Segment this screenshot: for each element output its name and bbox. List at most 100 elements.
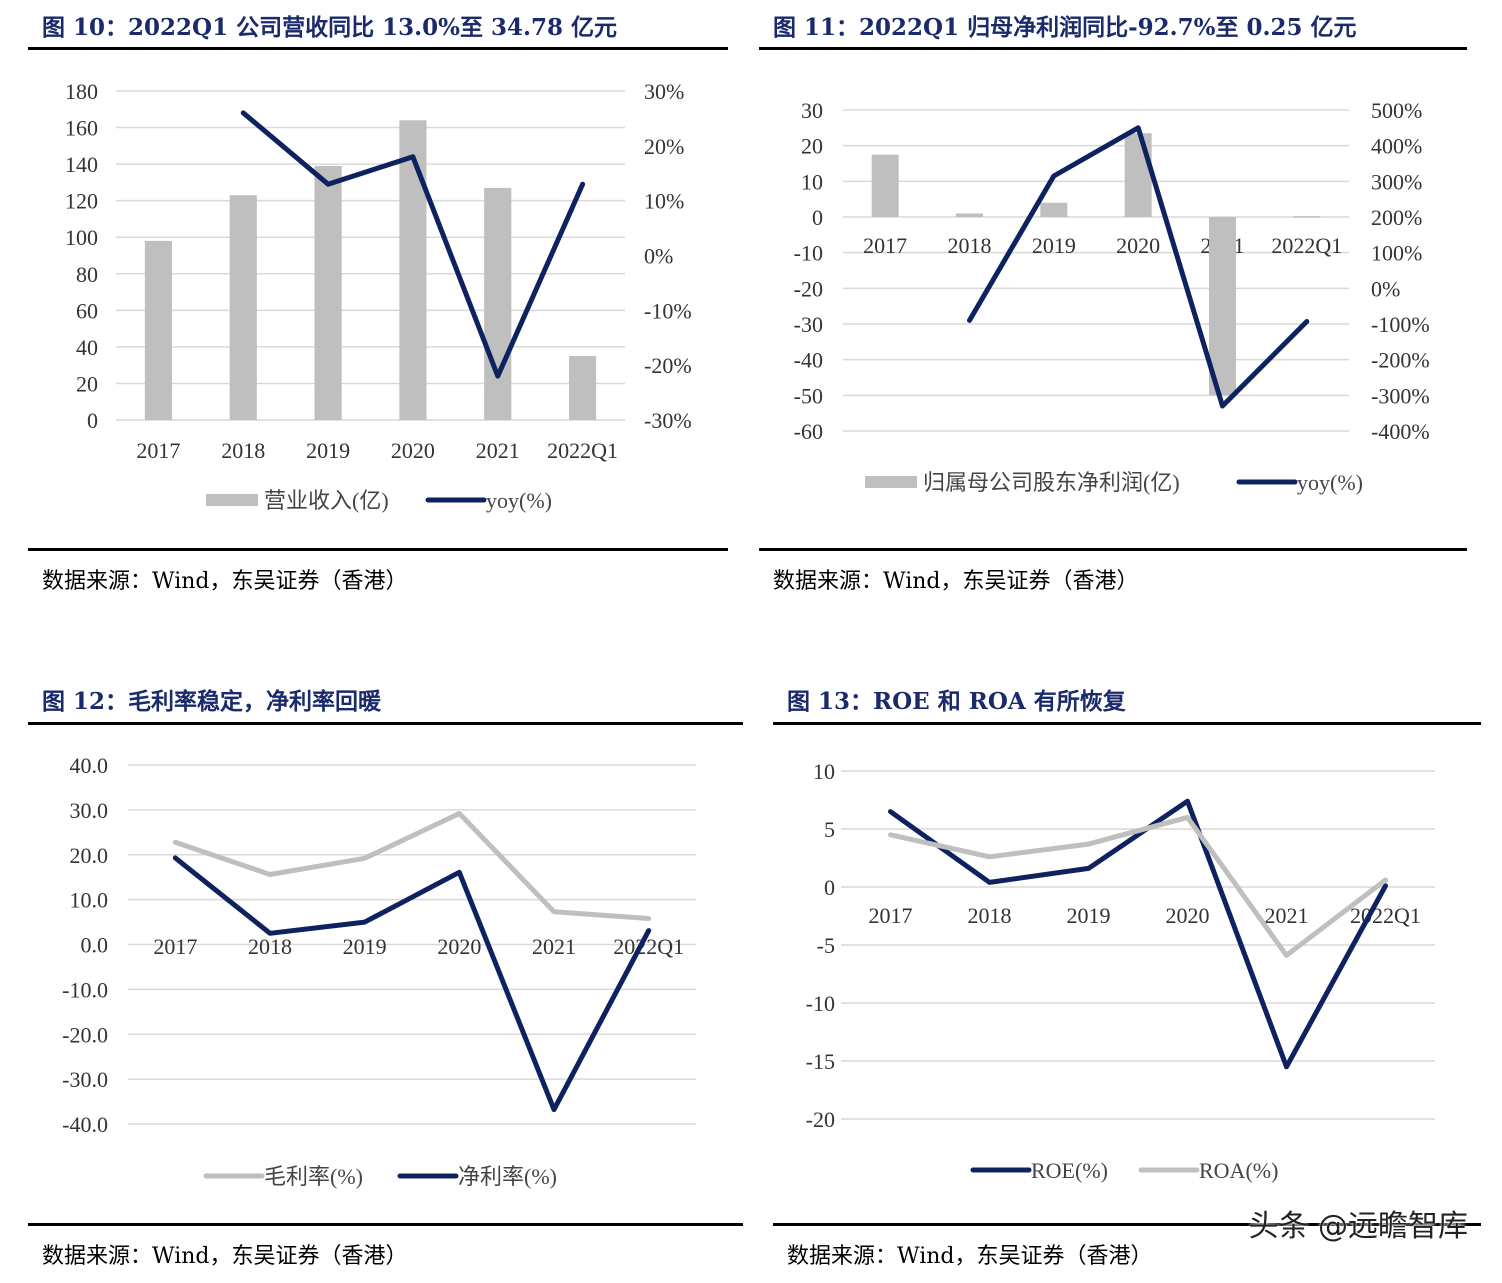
title-rule: [28, 722, 743, 725]
series-line: [967, 125, 1310, 409]
y2-tick-label: -10%: [644, 298, 692, 323]
bar: [956, 213, 983, 217]
y-tick-label: 40.0: [70, 753, 109, 778]
x-tick-label: 2017: [869, 903, 913, 928]
source-text: 数据来源：Wind，东吴证券（香港）: [773, 569, 1139, 594]
y2-tick-label: 30%: [644, 79, 684, 104]
x-tick-label: 2017: [136, 438, 180, 463]
legend-label: 净利率(%): [458, 1164, 557, 1189]
y2-tick-label: 10%: [644, 189, 684, 214]
y-tick-label: -20: [794, 276, 823, 301]
legend-label: 毛利率(%): [264, 1164, 363, 1189]
y2-tick-label: 20%: [644, 134, 684, 159]
y-tick-label: -30: [794, 312, 823, 337]
x-tick-label: 2017: [863, 233, 907, 258]
x-tick-label: 2022Q1: [1271, 233, 1342, 258]
y-tick-label: 30: [801, 98, 823, 123]
y-tick-label: -40.0: [62, 1112, 108, 1137]
chart-title: 图 12：毛利率稳定，净利率回暖: [42, 688, 382, 715]
y-tick-label: 20.0: [70, 843, 109, 868]
bar: [399, 120, 427, 420]
x-tick-label: 2018: [948, 233, 992, 258]
y-tick-label: 10: [801, 169, 823, 194]
x-tick-label: 2019: [343, 934, 387, 959]
bar: [1209, 217, 1236, 396]
y-tick-label: -20.0: [62, 1022, 108, 1047]
y-tick-label: -20: [806, 1107, 835, 1132]
title-rule: [28, 47, 728, 50]
x-tick-label: 2022Q1: [547, 438, 618, 463]
x-tick-label: 2020: [1116, 233, 1160, 258]
title-rule: [773, 722, 1481, 725]
bar: [144, 240, 172, 420]
y2-tick-label: 500%: [1371, 98, 1422, 123]
chart-11-svg: -60 -50 -40 -30 -20 -10 0 10 20 30 -400% -300% -200%…: [794, 98, 1430, 495]
x-tick-label: 2019: [1032, 233, 1076, 258]
y2-tick-label: 100%: [1371, 241, 1422, 266]
legend-swatch: [206, 494, 258, 506]
legend-label: 归属母公司股东净利润(亿): [923, 470, 1180, 495]
x-tick-label: 2020: [391, 438, 435, 463]
x-tick-label: 2019: [1067, 903, 1111, 928]
chart-13-svg: -20 -15 -10 -5 0 5 10 2017 2018 2019 2020 2021 2022Q…: [806, 759, 1435, 1183]
chart-panel-13: 图 13：ROE 和 ROA 有所恢复 -20 -15 -10 -5 0 5 10 2017 2…: [773, 672, 1481, 1282]
bar: [569, 356, 597, 420]
series-line: [172, 855, 652, 1113]
y-tick-label: -50: [794, 383, 823, 408]
x-tick-label: 2019: [306, 438, 350, 463]
y-tick-label: 180: [65, 79, 98, 104]
chart-title: 图 11：2022Q1 归母净利润同比-92.7%至 0.25 亿元: [773, 14, 1357, 41]
source-rule: [28, 1223, 743, 1226]
x-tick-label: 2017: [153, 934, 197, 959]
x-tick-label: 2020: [437, 934, 481, 959]
y-tick-label: 60: [76, 298, 98, 323]
x-tick-label: 2021: [1265, 903, 1309, 928]
x-tick-label: 2022Q1: [1350, 903, 1421, 928]
chart-title: 图 10：2022Q1 公司营收同比 13.0%至 34.78 亿元: [42, 14, 617, 41]
y-tick-label: 40: [76, 335, 98, 360]
y-tick-label: -10: [806, 991, 835, 1016]
y2-tick-label: -400%: [1371, 419, 1430, 444]
source-text: 数据来源：Wind，东吴证券（香港）: [42, 569, 408, 594]
y-tick-label: 0: [87, 408, 98, 433]
y-tick-label: 100: [65, 225, 98, 250]
legend-label: ROE(%): [1031, 1158, 1108, 1183]
series-line: [888, 814, 1388, 958]
bar: [1040, 202, 1068, 217]
series-line: [888, 798, 1388, 1070]
bar: [871, 154, 899, 217]
bar: [314, 165, 342, 420]
y-tick-label: 10: [813, 759, 835, 784]
source-text: 数据来源：Wind，东吴证券（香港）: [787, 1244, 1153, 1269]
source-rule: [759, 548, 1467, 551]
y2-tick-label: -100%: [1371, 312, 1430, 337]
y2-tick-label: -30%: [644, 408, 692, 433]
y-tick-label: 20: [76, 371, 98, 396]
x-tick-label: 2018: [968, 903, 1012, 928]
x-tick-label: 2021: [476, 438, 520, 463]
y-tick-label: 80: [76, 262, 98, 287]
bar: [1124, 133, 1152, 217]
chart-12-svg: -40.0 -30.0 -20.0 -10.0 0.0 10.0 20.0 30.0 40.0 2…: [62, 753, 696, 1189]
y-tick-label: 20: [801, 134, 823, 159]
bar: [229, 195, 257, 420]
bar: [484, 187, 512, 420]
series-line: [240, 110, 586, 379]
x-tick-label: 2018: [221, 438, 265, 463]
y-tick-label: -30.0: [62, 1067, 108, 1092]
y-tick-label: 0.0: [81, 933, 109, 958]
y-tick-label: -10: [794, 241, 823, 266]
chart-10-svg: 0 20 40 60 80 100 120 140 160 180 -30% -20% -10% 0% 10…: [65, 79, 692, 513]
chart-title: 图 13：ROE 和 ROA 有所恢复: [787, 688, 1126, 715]
y2-tick-label: -200%: [1371, 348, 1430, 373]
source-rule: [28, 548, 728, 551]
y-tick-label: -40: [794, 348, 823, 373]
y-tick-label: -10.0: [62, 977, 108, 1002]
y-tick-label: 120: [65, 189, 98, 214]
chart-panel-12: 图 12：毛利率稳定，净利率回暖 -40.0 -30.0 -20.0 -10.0 0.0…: [28, 672, 743, 1282]
x-tick-label: 2020: [1166, 903, 1210, 928]
bar: [1293, 216, 1321, 218]
y-tick-label: 160: [65, 116, 98, 141]
title-rule: [759, 47, 1467, 50]
legend-label: 营业收入(亿): [264, 488, 389, 513]
